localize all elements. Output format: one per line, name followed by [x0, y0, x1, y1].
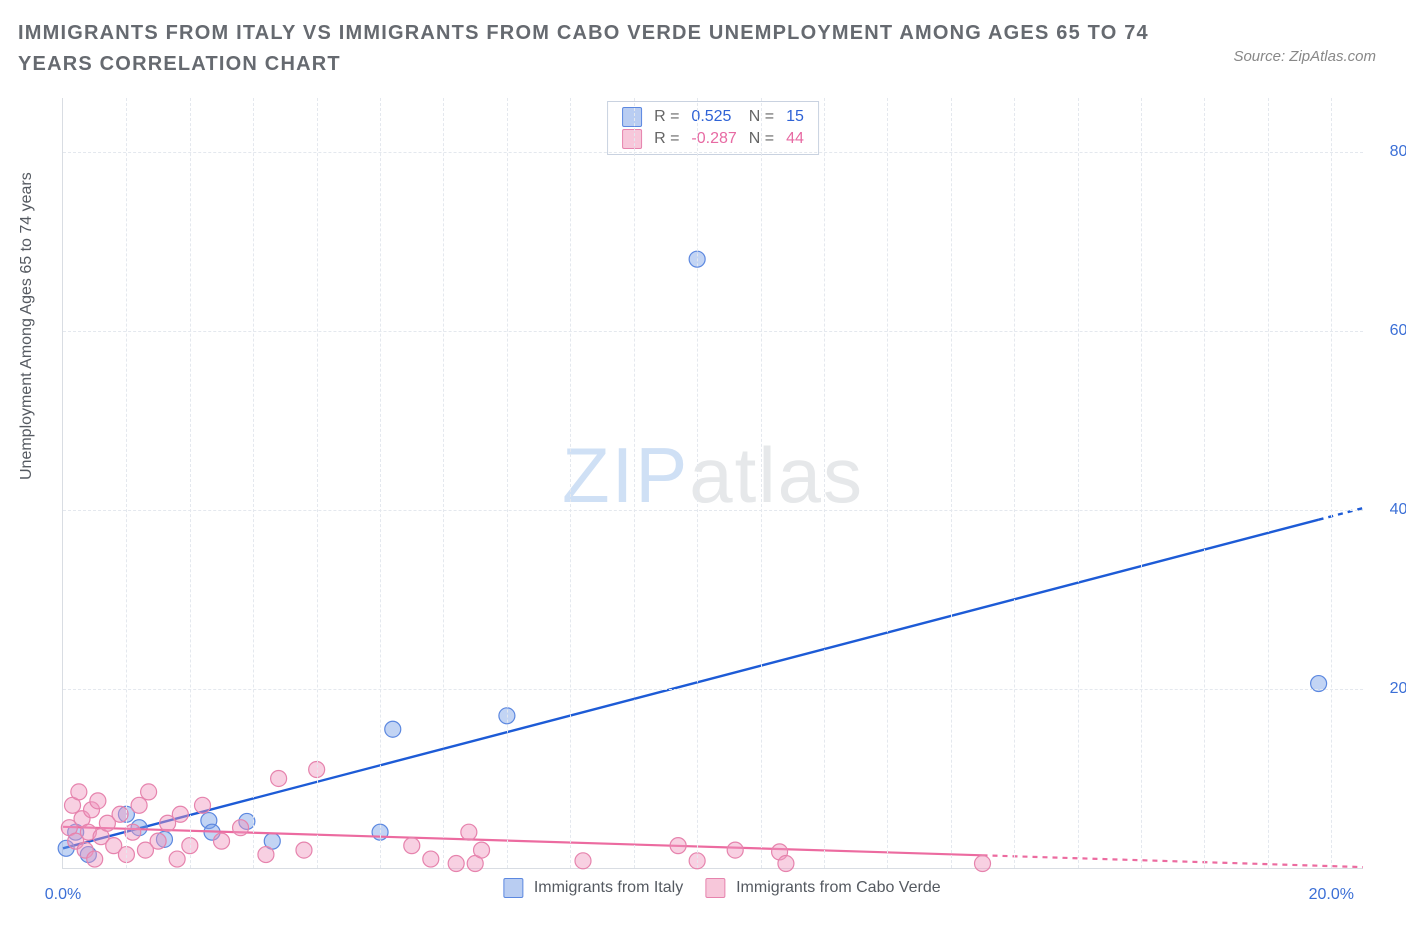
hgrid [63, 152, 1363, 153]
plot-area: ZIPatlas R = 0.525 N = 15 R = -0.287 N =… [62, 98, 1363, 869]
plot-svg [63, 98, 1363, 868]
swatch-italy-bottom [503, 878, 523, 898]
vgrid [570, 98, 571, 868]
vgrid [126, 98, 127, 868]
vgrid [507, 98, 508, 868]
hgrid [63, 510, 1363, 511]
series-label-cabo: Immigrants from Cabo Verde [736, 879, 941, 896]
vgrid [1331, 98, 1332, 868]
vgrid [190, 98, 191, 868]
data-point-cabo_verde [778, 856, 794, 872]
series-label-italy: Immigrants from Italy [534, 879, 683, 896]
vgrid [1014, 98, 1015, 868]
data-point-cabo_verde [975, 856, 991, 872]
data-point-cabo_verde [87, 851, 103, 867]
vgrid [887, 98, 888, 868]
y-tick-label: 80.0% [1371, 143, 1406, 161]
vgrid [634, 98, 635, 868]
data-point-cabo_verde [195, 797, 211, 813]
vgrid [697, 98, 698, 868]
y-tick-label: 20.0% [1371, 680, 1406, 698]
series-legend: Immigrants from Italy Immigrants from Ca… [485, 878, 940, 898]
data-point-cabo_verde [423, 851, 439, 867]
chart-title: IMMIGRANTS FROM ITALY VS IMMIGRANTS FROM… [18, 18, 1156, 80]
chart-container: IMMIGRANTS FROM ITALY VS IMMIGRANTS FROM… [0, 0, 1406, 930]
vgrid [253, 98, 254, 868]
vgrid [761, 98, 762, 868]
vgrid [1268, 98, 1269, 868]
data-point-cabo_verde [131, 797, 147, 813]
data-point-cabo_verde [71, 784, 87, 800]
data-point-cabo_verde [404, 838, 420, 854]
data-point-italy [385, 721, 401, 737]
data-point-cabo_verde [670, 838, 686, 854]
data-point-cabo_verde [258, 847, 274, 863]
vgrid [1078, 98, 1079, 868]
data-point-cabo_verde [90, 793, 106, 809]
data-point-cabo_verde [575, 853, 591, 869]
data-point-cabo_verde [271, 770, 287, 786]
data-point-cabo_verde [727, 842, 743, 858]
data-point-cabo_verde [169, 851, 185, 867]
data-point-cabo_verde [172, 806, 188, 822]
data-point-cabo_verde [296, 842, 312, 858]
y-tick-label: 60.0% [1371, 322, 1406, 340]
data-point-cabo_verde [150, 833, 166, 849]
swatch-cabo-bottom [706, 878, 726, 898]
vgrid [1141, 98, 1142, 868]
vgrid [317, 98, 318, 868]
data-point-cabo_verde [141, 784, 157, 800]
vgrid [1204, 98, 1205, 868]
data-point-cabo_verde [461, 824, 477, 840]
x-tick-label: 20.0% [1309, 886, 1354, 904]
hgrid [63, 331, 1363, 332]
hgrid [63, 689, 1363, 690]
x-tick-label: 0.0% [45, 886, 81, 904]
vgrid [951, 98, 952, 868]
vgrid [443, 98, 444, 868]
vgrid [824, 98, 825, 868]
data-point-cabo_verde [448, 856, 464, 872]
data-point-cabo_verde [474, 842, 490, 858]
vgrid [380, 98, 381, 868]
y-axis-title: Unemployment Among Ages 65 to 74 years [18, 172, 36, 480]
y-tick-label: 40.0% [1371, 501, 1406, 519]
source-attribution: Source: ZipAtlas.com [1233, 48, 1376, 65]
data-point-cabo_verde [214, 833, 230, 849]
data-point-cabo_verde [233, 820, 249, 836]
